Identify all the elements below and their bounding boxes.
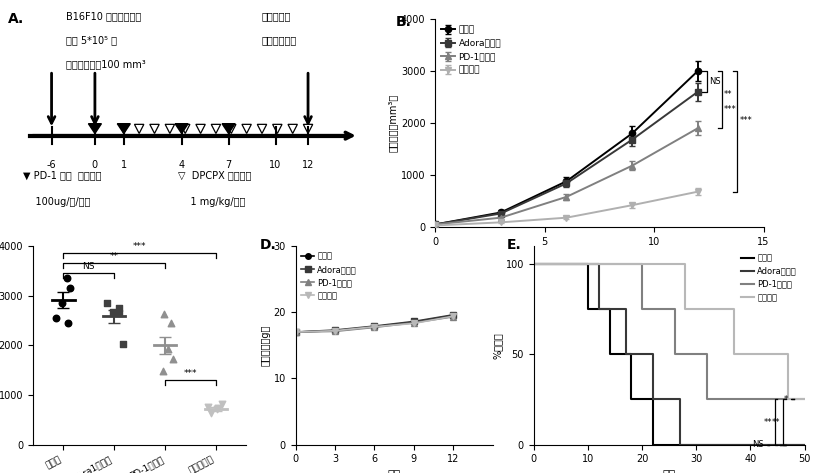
联合预组 [291,329,300,335]
Text: ***: *** [724,105,737,114]
Text: B16F10 野生型细胞株: B16F10 野生型细胞株 [66,12,141,22]
Y-axis label: %存活率: %存活率 [493,332,502,359]
Line: Adora抑制组: Adora抑制组 [293,312,456,335]
Point [117,341,130,348]
Point [62,319,75,327]
Text: 100ug/次/小鼠: 100ug/次/小鼠 [23,197,90,207]
Point [201,403,214,411]
Text: ***: *** [133,243,146,252]
Point [156,368,169,375]
对照组 [369,324,379,330]
Text: 注射 5*10⁵ 个: 注射 5*10⁵ 个 [66,35,117,45]
对照组 [291,329,300,335]
Legend: 对照组, Adora抑制组, PD-1单抵组, 联合预组: 对照组, Adora抑制组, PD-1单抵组, 联合预组 [300,250,359,302]
PD-1单抵组 [448,314,458,320]
联合预组 [409,321,419,326]
Text: ***: *** [740,116,752,125]
Text: **: ** [764,418,772,427]
联合预组 [330,328,340,333]
Text: E.: E. [507,238,521,252]
Text: 1: 1 [121,159,127,170]
Line: PD-1单抵组: PD-1单抵组 [293,314,456,335]
Text: ▽  DPCPX 腹腔注射: ▽ DPCPX 腹腔注射 [178,170,251,181]
Point [107,308,120,315]
PD-1单抵组 [409,320,419,325]
Text: ▼ PD-1 单抗  腹腔注射: ▼ PD-1 单抗 腹腔注射 [23,170,101,181]
PD-1单抵组 [369,324,379,330]
Polygon shape [175,124,188,133]
PD-1单抵组 [330,329,340,334]
X-axis label: 天数: 天数 [593,252,606,263]
Text: 10: 10 [269,159,282,170]
Y-axis label: 小鼠体重（g）: 小鼠体重（g） [261,324,271,366]
Text: D.: D. [260,238,277,252]
对照组 [448,313,458,318]
Point [101,299,114,307]
Adora抑制组 [291,329,300,335]
Text: **: ** [724,90,732,99]
Y-axis label: 肿瘤体积（mm³）: 肿瘤体积（mm³） [388,94,398,152]
Point [166,355,179,363]
Text: 1 mg/kg/小鼠: 1 mg/kg/小鼠 [178,197,245,207]
Polygon shape [117,124,131,133]
Text: 进行数据分析: 进行数据分析 [261,35,296,45]
PD-1单抵组 [291,329,300,335]
Point [63,284,76,292]
Polygon shape [222,124,235,133]
Point [61,274,74,282]
Text: 肿瘤生长至约100 mm³: 肿瘤生长至约100 mm³ [66,60,146,70]
Line: 联合预组: 联合预组 [293,314,456,335]
联合预组 [448,313,458,319]
Text: A.: A. [8,12,25,26]
Adora抑制组 [330,327,340,333]
联合预组 [369,324,379,330]
Point [164,319,177,327]
X-axis label: 天数: 天数 [388,470,401,473]
Point [112,309,126,317]
Text: B.: B. [396,15,411,29]
对照组 [330,328,340,333]
X-axis label: 天数: 天数 [663,470,676,473]
Point [204,409,218,417]
Text: -6: -6 [47,159,57,170]
Adora抑制组 [369,323,379,329]
Point [49,314,62,322]
Text: 4: 4 [178,159,185,170]
Line: 对照组: 对照组 [293,313,456,335]
Point [112,304,126,312]
Text: NS: NS [82,263,95,272]
Text: C.: C. [0,238,2,252]
Adora抑制组 [448,312,458,318]
Polygon shape [89,124,102,133]
Text: 7: 7 [226,159,232,170]
Text: 12: 12 [302,159,314,170]
Text: **: ** [772,418,780,427]
Point [158,311,171,318]
Legend: 对照组, Adora抑制组, PD-1单抵组, 联合预组: 对照组, Adora抑制组, PD-1单抵组, 联合预组 [738,250,800,305]
Point [161,345,174,352]
Point [210,405,223,413]
Text: 获取肿瘤并: 获取肿瘤并 [261,12,291,22]
对照组 [409,319,419,325]
Text: NS: NS [709,77,720,86]
Legend: 对照组, Adora抑制组, PD-1单抵组, 联合预组: 对照组, Adora抑制组, PD-1单抵组, 联合预组 [439,24,503,77]
Text: ***: *** [184,369,197,378]
Point [212,404,225,412]
Text: NS: NS [752,440,764,449]
Point [56,299,69,307]
Text: 0: 0 [92,159,98,170]
Text: *: * [784,395,788,404]
Text: **: ** [110,253,119,262]
Adora抑制组 [409,319,419,324]
Point [215,401,228,408]
